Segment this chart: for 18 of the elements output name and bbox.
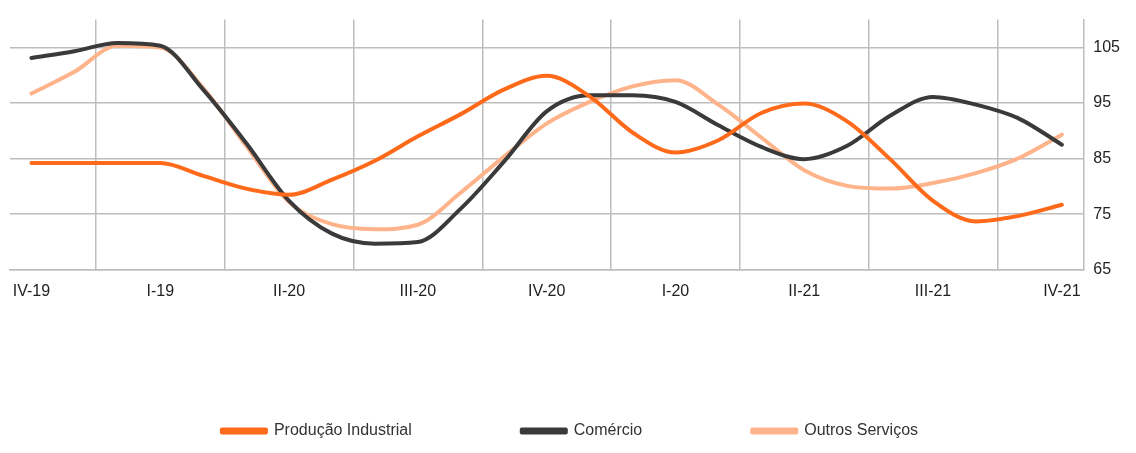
- line-series: [29, 73, 1064, 224]
- legend-label: Outros Serviços: [804, 421, 919, 439]
- x-tick-label: IV-21: [1043, 281, 1081, 299]
- x-tick-label: II-20: [273, 281, 306, 299]
- y-tick-label: 65: [1093, 260, 1112, 278]
- x-tick-label: II-21: [788, 281, 821, 299]
- y-tick-label: 105: [1093, 37, 1121, 55]
- x-tick-label: IV-19: [12, 281, 51, 299]
- legend-label: Comércio: [573, 421, 643, 439]
- x-tick-label: I-20: [661, 281, 690, 299]
- x-tick-label: III-21: [914, 281, 952, 299]
- y-tick-label: 75: [1093, 204, 1112, 222]
- y-tick-label: 95: [1093, 93, 1112, 111]
- x-tick-label: III-20: [399, 281, 437, 299]
- y-tick-label: 85: [1093, 149, 1112, 167]
- x-tick-label: IV-20: [527, 281, 566, 299]
- legend-label: Produção Industrial: [273, 421, 412, 439]
- x-tick-label: I-19: [146, 281, 175, 299]
